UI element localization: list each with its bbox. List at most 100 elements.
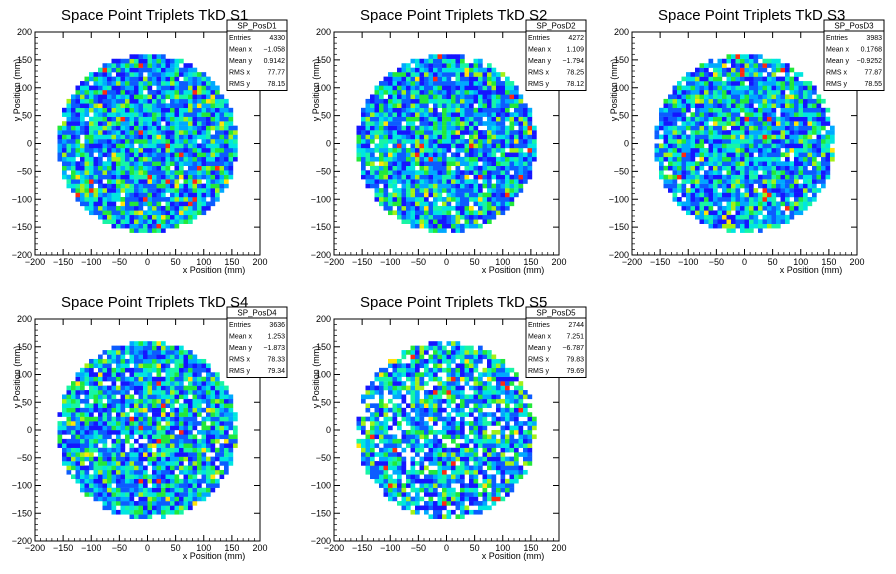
heatmap-bin: [183, 496, 189, 502]
heatmap-bin: [125, 152, 130, 158]
heatmap-bin: [138, 372, 144, 377]
heatmap-bin: [215, 116, 220, 122]
heatmap-bin: [365, 183, 371, 189]
heatmap-bin: [749, 63, 754, 68]
heatmap-bin: [116, 496, 121, 502]
heatmap-bin: [478, 130, 483, 135]
heatmap-bin: [107, 487, 112, 493]
heatmap-bin: [762, 67, 768, 73]
heatmap-bin: [102, 183, 108, 189]
heatmap-bin: [690, 188, 696, 193]
heatmap-bin: [156, 228, 162, 233]
heatmap-bin: [780, 139, 786, 144]
heatmap-bin: [500, 139, 506, 144]
heatmap-bin: [102, 170, 108, 175]
heatmap-bin: [428, 210, 434, 216]
heatmap-bin: [152, 443, 157, 448]
heatmap-bin: [523, 170, 528, 175]
heatmap-bin: [758, 210, 763, 216]
heatmap-bin: [111, 116, 117, 122]
heatmap-bin: [161, 478, 166, 484]
heatmap-bin: [460, 139, 465, 144]
heatmap-bin: [116, 143, 121, 149]
heatmap-bin: [102, 443, 108, 448]
heatmap-bin: [798, 116, 804, 122]
heatmap-bin: [161, 103, 166, 109]
heatmap-bin: [794, 125, 799, 131]
heatmap-bin: [98, 407, 103, 413]
heatmap-bin: [491, 152, 497, 158]
heatmap-bin: [677, 112, 682, 117]
heatmap-bin: [183, 85, 189, 91]
heatmap-bin: [442, 125, 447, 131]
heatmap-bin: [152, 474, 157, 480]
heatmap-bin: [361, 174, 366, 180]
heatmap-bin: [699, 192, 705, 198]
heatmap-bin: [442, 72, 447, 77]
heatmap-bin: [487, 81, 492, 86]
heatmap-bin: [785, 205, 790, 211]
heatmap-bin: [451, 81, 456, 86]
heatmap-bin: [451, 67, 456, 73]
heatmap-bin: [794, 192, 799, 198]
heatmap-bin: [111, 188, 117, 193]
heatmap-bin: [722, 161, 727, 166]
heatmap-bin: [62, 152, 67, 158]
heatmap-bin: [401, 170, 407, 175]
heatmap-bin: [785, 134, 790, 140]
heatmap-bin: [179, 58, 184, 64]
heatmap-bin: [188, 487, 193, 493]
heatmap-bin: [170, 76, 175, 82]
heatmap-bin: [89, 107, 94, 113]
heatmap-bin: [406, 197, 411, 202]
heatmap-bin: [780, 63, 786, 68]
heatmap-bin: [690, 174, 696, 180]
heatmap-bin: [197, 107, 202, 113]
heatmap-bin: [161, 443, 166, 448]
heatmap-bin: [410, 188, 416, 193]
heatmap-bin: [138, 478, 144, 484]
heatmap-bin: [170, 421, 175, 426]
heatmap-bin: [473, 188, 479, 193]
heatmap-bin: [111, 170, 117, 175]
heatmap-bin: [152, 116, 157, 122]
heatmap-bin: [812, 161, 817, 166]
heatmap-bin: [75, 170, 81, 175]
heatmap-bin: [111, 390, 117, 395]
heatmap-bin: [98, 165, 103, 171]
heatmap-bin: [500, 81, 506, 86]
heatmap-bin: [143, 367, 148, 373]
heatmap-bin: [179, 385, 184, 391]
heatmap-bin: [704, 214, 709, 220]
heatmap-bin: [744, 112, 750, 117]
heatmap-bin: [708, 143, 714, 149]
heatmap-bin: [161, 505, 166, 511]
heatmap-bin: [708, 183, 714, 189]
heatmap-bin: [500, 103, 506, 109]
heatmap-bin: [415, 183, 420, 189]
heatmap-bin: [392, 197, 398, 202]
heatmap-bin: [129, 183, 135, 189]
heatmap-bin: [514, 85, 519, 91]
stats-label: Mean x: [229, 47, 252, 54]
heatmap-bin: [120, 403, 126, 408]
heatmap-bin: [224, 134, 229, 140]
heatmap-bin: [188, 505, 193, 511]
heatmap-bin: [717, 214, 723, 220]
heatmap-bin: [147, 54, 153, 59]
heatmap-bin: [464, 130, 470, 135]
heatmap-bin: [397, 214, 402, 220]
heatmap-bin: [704, 76, 709, 82]
heatmap-bin: [107, 205, 112, 211]
heatmap-bin: [192, 501, 198, 506]
heatmap-bin: [722, 197, 727, 202]
heatmap-bin: [442, 201, 447, 207]
heatmap-bin: [392, 125, 398, 131]
heatmap-bin: [89, 425, 94, 431]
heatmap-bin: [496, 192, 501, 198]
heatmap-bin: [102, 350, 108, 355]
heatmap-bin: [161, 58, 166, 64]
heatmap-bin: [192, 121, 198, 126]
heatmap-bin: [71, 412, 76, 417]
heatmap-bin: [785, 201, 790, 207]
